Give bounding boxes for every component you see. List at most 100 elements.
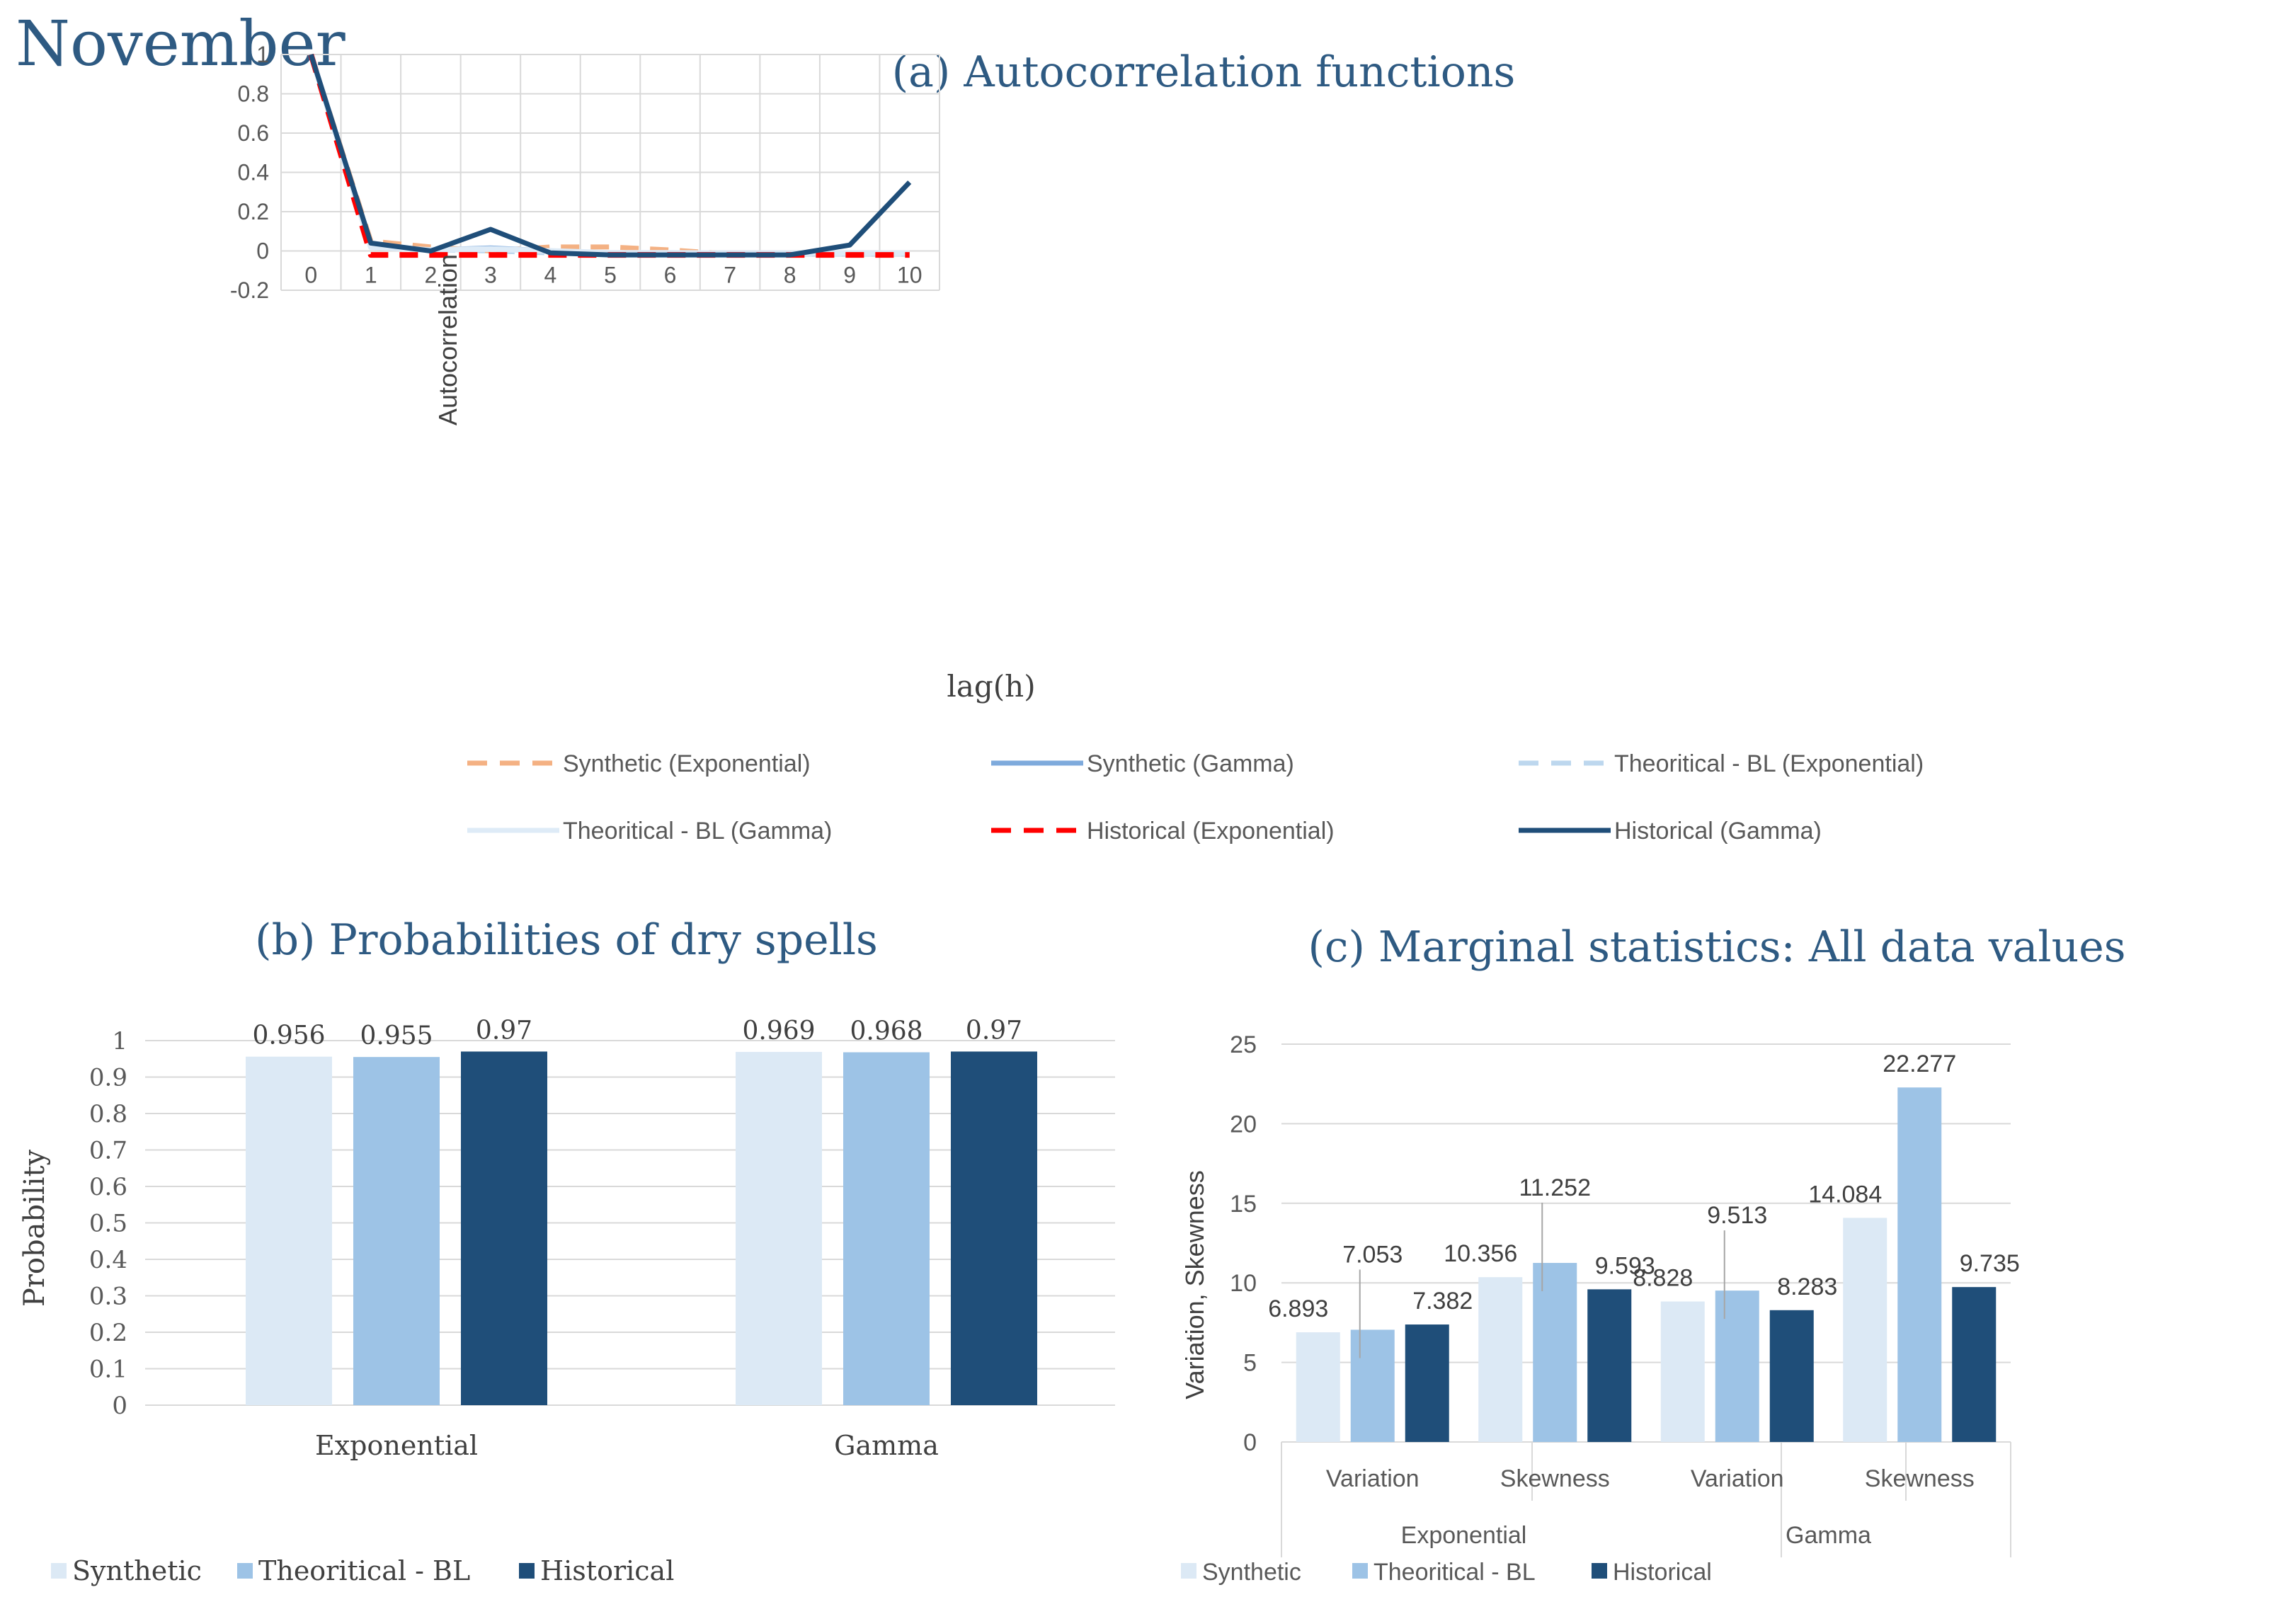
acf-y-tick-label: 0.6 [238,120,269,146]
dry-bar [736,1051,822,1405]
marg-bar [1952,1287,1997,1442]
marg-gridlines: 25 20 15 10 5 0 [1230,1031,2011,1557]
marg-y-tick-label: 5 [1243,1350,1257,1377]
marginal-statistics-chart: (c) Marginal statistics: All data values… [1180,922,2126,1586]
marg-category-label: Variation [1326,1465,1420,1492]
marg-bar [1843,1218,1887,1442]
dry-legend-swatch [51,1563,67,1579]
dry-bar-data-label: 0.97 [476,1016,532,1045]
dry-y-tick-label: 0.2 [89,1319,127,1347]
acf-legend-label: Historical (Exponential) [1087,818,1335,845]
acf-x-axis-label: lag(h) [947,669,1035,704]
marg-legend-swatch [1181,1563,1196,1579]
dry-y-tick-label: 0.1 [89,1356,127,1384]
acf-x-tick-label: 5 [604,263,617,288]
marg-bar-data-label: 9.513 [1707,1202,1767,1229]
acf-legend: Synthetic (Exponential) Synthetic (Gamma)… [467,750,1924,845]
marg-bar-data-label: 9.593 [1595,1252,1655,1279]
dry-legend: Synthetic Theoritical - BL Historical [51,1555,674,1586]
dry-bar-data-label: 0.955 [360,1021,433,1051]
marg-bar [1350,1329,1395,1442]
dry-bar [246,1056,332,1405]
dry-bar-data-label: 0.97 [966,1016,1022,1045]
acf-legend-label: Theoritical - BL (Exponential) [1614,750,1924,777]
dry-bar [951,1051,1037,1405]
dry-y-tick-label: 0 [112,1392,127,1420]
dry-y-axis-label: Probability [18,1149,51,1307]
marg-bar-data-label: 8.283 [1777,1273,1837,1300]
marg-y-tick-label: 0 [1243,1429,1257,1456]
acf-x-tick-label: 8 [784,263,796,288]
marg-bar [1405,1324,1449,1442]
marg-bar-data-label: 22.277 [1883,1051,1956,1077]
marg-category-label: Skewness [1500,1465,1610,1492]
marg-bar-data-label: 10.356 [1444,1240,1517,1267]
dry-legend-label: Synthetic [72,1555,202,1586]
marg-bar-data-label: 7.053 [1342,1241,1403,1268]
marg-legend: Synthetic Theoritical - BL Historical [1181,1559,1712,1586]
acf-title: (a) Autocorrelation functions [892,47,1516,97]
acf-x-tick-label: 7 [724,263,736,288]
marg-bar [1587,1289,1632,1442]
acf-x-tick-label: 1 [365,263,377,288]
acf-y-tick-label: 0.8 [238,81,269,107]
dry-y-tick-label: 0.8 [89,1100,127,1128]
dry-bar-data-label: 0.956 [252,1021,325,1051]
marg-bar [1715,1290,1759,1442]
marg-bar-data-label: 11.252 [1519,1174,1591,1201]
marg-group-label: Gamma [1786,1522,1871,1549]
dry-bars: 0.956 0.955 0.97 Exponential 0.969 0.968 0.97 G… [246,1016,1037,1461]
acf-x-tick-label: 3 [484,263,497,288]
acf-series-lines [308,53,912,258]
dry-legend-swatch [237,1563,253,1579]
acf-x-tick-label: 9 [843,263,856,288]
marg-bar [1533,1263,1577,1442]
acf-legend-label: Theoritical - BL (Gamma) [563,818,832,845]
acf-y-tick-label: -0.2 [230,277,269,303]
acf-y-tick-label: 0.2 [238,199,269,224]
acf-y-axis-label: Autocorrelation [433,254,462,425]
dry-bar-data-label: 0.968 [850,1017,923,1046]
dry-y-tick-label: 0.3 [89,1283,127,1311]
marg-bar [1478,1277,1523,1442]
acf-y-ticks: 1 0.8 0.6 0.4 0.2 0 -0.2 [230,42,269,303]
dry-bar-data-label: 0.969 [742,1017,815,1046]
marg-bars: 6.893 7.053 7.382 Variation 10.356 11.252 9.59… [1268,1051,2020,1549]
acf-y-tick-label: 1 [256,42,269,67]
dry-y-tick-label: 0.6 [89,1173,127,1201]
marg-legend-label: Historical [1613,1559,1712,1586]
acf-x-tick-label: 6 [664,263,677,288]
marg-bar [1769,1310,1814,1442]
marg-legend-label: Synthetic [1202,1559,1301,1586]
dry-bar [353,1057,440,1405]
dry-category-label: Exponential [315,1430,478,1461]
marg-bar-data-label: 8.828 [1633,1265,1693,1292]
marg-y-tick-label: 15 [1230,1191,1257,1218]
acf-x-ticks: 0 1 2 3 4 5 6 7 8 9 10 [304,263,922,288]
marg-bar-data-label: 9.735 [1960,1250,2020,1277]
marg-y-tick-label: 25 [1230,1031,1257,1058]
dry-title: (b) Probabilities of dry spells [255,915,878,965]
dry-bar [843,1052,930,1405]
marg-title: (c) Marginal statistics: All data values [1308,922,2125,972]
marg-bar [1296,1332,1340,1442]
marg-group-label: Exponential [1401,1522,1527,1549]
marg-bar-data-label: 7.382 [1412,1288,1473,1315]
dry-y-tick-label: 0.4 [89,1246,127,1274]
marg-y-tick-label: 20 [1230,1111,1257,1138]
page-title: November [16,7,346,80]
marg-y-tick-label: 10 [1230,1270,1257,1297]
marg-bar-data-label: 6.893 [1268,1295,1328,1322]
dry-legend-swatch [519,1563,535,1579]
marg-y-axis-label: Variation, Skewness [1180,1170,1209,1399]
acf-x-tick-label: 4 [544,263,557,288]
acf-y-tick-label: 0 [256,239,269,264]
acf-x-tick-label: 10 [897,263,923,288]
dry-legend-label: Theoritical - BL [258,1555,470,1586]
marg-legend-label: Theoritical - BL [1373,1559,1536,1586]
marg-bar-data-label: 14.084 [1808,1181,1882,1208]
dry-y-tick-label: 0.9 [89,1064,127,1092]
marg-legend-swatch [1592,1563,1607,1579]
marg-bar [1897,1087,1942,1442]
